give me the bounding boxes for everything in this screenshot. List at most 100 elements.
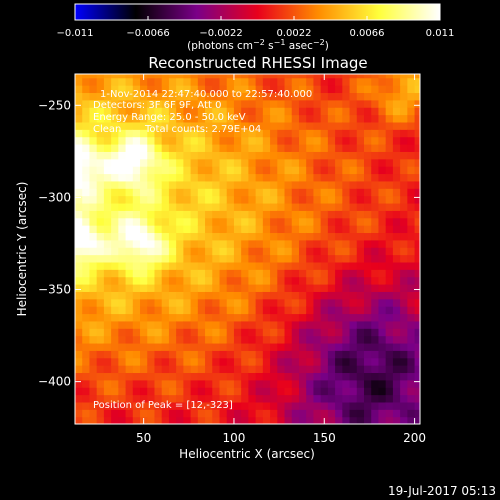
heatmap-cell bbox=[407, 372, 416, 381]
heatmap-cell bbox=[212, 188, 221, 197]
heatmap-cell bbox=[154, 114, 163, 123]
heatmap-cell bbox=[320, 313, 329, 322]
heatmap-cell bbox=[103, 151, 112, 160]
heatmap-cell bbox=[154, 261, 163, 270]
heatmap-cell bbox=[407, 416, 416, 424]
heatmap-cell bbox=[82, 74, 91, 79]
heatmap-cell bbox=[241, 298, 250, 307]
colorbar: −0.011 −0.0066 −0.0022 0.0022 0.0066 0.011 (p… bbox=[56, 3, 455, 52]
heatmap-cell bbox=[168, 387, 177, 396]
heatmap-cell bbox=[176, 136, 184, 145]
heatmap-cell bbox=[313, 188, 322, 197]
heatmap-cell bbox=[320, 158, 329, 167]
heatmap-cell bbox=[313, 217, 322, 226]
heatmap-cell bbox=[75, 225, 83, 234]
heatmap-cell bbox=[82, 151, 91, 160]
heatmap-cell bbox=[371, 166, 380, 175]
heatmap-cell bbox=[364, 357, 372, 366]
heatmap-cell bbox=[356, 269, 365, 278]
heatmap-cell bbox=[342, 239, 351, 248]
heatmap-cell bbox=[327, 166, 336, 175]
heatmap-cell bbox=[147, 350, 156, 359]
heatmap-cell bbox=[125, 365, 134, 374]
heatmap-cell bbox=[118, 92, 127, 101]
heatmap-cell bbox=[248, 85, 257, 94]
heatmap-cell bbox=[226, 387, 235, 396]
heatmap-cell bbox=[82, 217, 91, 226]
heatmap-cell bbox=[407, 180, 416, 189]
heatmap-cell bbox=[96, 387, 105, 396]
heatmap-cell bbox=[219, 298, 228, 307]
heatmap-cell bbox=[168, 357, 177, 366]
heatmap-cell bbox=[298, 291, 307, 300]
heatmap-cell bbox=[248, 320, 257, 329]
heatmap-cell bbox=[356, 372, 365, 381]
heatmap-cell bbox=[313, 173, 322, 182]
heatmap-cell bbox=[320, 217, 329, 226]
heatmap-cell bbox=[400, 232, 408, 241]
heatmap-cell bbox=[219, 284, 228, 292]
heatmap-cell bbox=[306, 210, 315, 219]
heatmap-cell bbox=[75, 99, 83, 108]
heatmap-cell bbox=[190, 77, 199, 86]
heatmap-cell bbox=[183, 269, 192, 278]
heatmap-cell bbox=[226, 269, 235, 278]
heatmap-cell bbox=[385, 328, 394, 337]
heatmap-cell bbox=[241, 342, 250, 351]
heatmap-cell bbox=[371, 247, 380, 256]
heatmap-cell bbox=[212, 350, 221, 359]
heatmap-cell bbox=[342, 342, 351, 351]
heatmap-cell bbox=[385, 357, 394, 366]
colorbar-tick-label: 0.011 bbox=[426, 28, 455, 39]
heatmap-cell bbox=[132, 320, 141, 329]
heatmap-cell bbox=[140, 136, 148, 145]
heatmap-cell bbox=[197, 173, 206, 182]
heatmap-cell bbox=[197, 394, 206, 403]
heatmap-cell bbox=[190, 144, 199, 152]
heatmap-cell bbox=[392, 166, 401, 175]
heatmap-cell bbox=[270, 306, 278, 315]
heatmap-cell bbox=[262, 188, 271, 197]
heatmap-cell bbox=[298, 401, 307, 410]
heatmap-cell bbox=[111, 365, 119, 374]
heatmap-cell bbox=[96, 269, 105, 278]
heatmap-cell bbox=[132, 195, 141, 204]
heatmap-cell bbox=[190, 114, 199, 123]
heatmap-cell bbox=[313, 328, 322, 337]
heatmap-cell bbox=[183, 387, 192, 396]
heatmap-cell bbox=[125, 85, 134, 94]
heatmap-cell bbox=[349, 306, 358, 315]
heatmap-cell bbox=[75, 298, 83, 307]
heatmap-cell bbox=[320, 269, 329, 278]
heatmap-cell bbox=[147, 217, 156, 226]
heatmap-cell bbox=[132, 121, 141, 130]
heatmap-cell bbox=[190, 188, 199, 197]
heatmap-cell bbox=[233, 342, 242, 351]
heatmap-cell bbox=[277, 151, 286, 160]
heatmap-cell bbox=[407, 387, 416, 396]
heatmap-cell bbox=[183, 247, 192, 256]
heatmap-cell bbox=[233, 350, 242, 359]
heatmap-cell bbox=[277, 239, 286, 248]
heatmap-cell bbox=[335, 306, 343, 315]
heatmap-cell bbox=[277, 298, 286, 307]
heatmap-cell bbox=[176, 77, 184, 86]
heatmap-cell bbox=[284, 217, 293, 226]
heatmap-cell bbox=[219, 416, 228, 424]
heatmap-cell bbox=[125, 306, 134, 315]
heatmap-cell bbox=[349, 217, 358, 226]
heatmap-cell bbox=[371, 350, 380, 359]
heatmap-cell bbox=[212, 247, 221, 256]
heatmap-cell bbox=[161, 232, 170, 241]
heatmap-cell bbox=[147, 276, 156, 285]
heatmap-cell bbox=[291, 217, 300, 226]
heatmap-cell bbox=[226, 195, 235, 204]
heatmap-cell bbox=[306, 85, 315, 94]
heatmap-cell bbox=[241, 335, 250, 344]
heatmap-cell bbox=[154, 92, 163, 101]
heatmap-cell bbox=[306, 202, 315, 211]
heatmap-cell bbox=[89, 379, 98, 388]
heatmap-cell bbox=[335, 409, 343, 418]
heatmap-cell bbox=[132, 202, 141, 211]
heatmap-cell bbox=[327, 195, 336, 204]
